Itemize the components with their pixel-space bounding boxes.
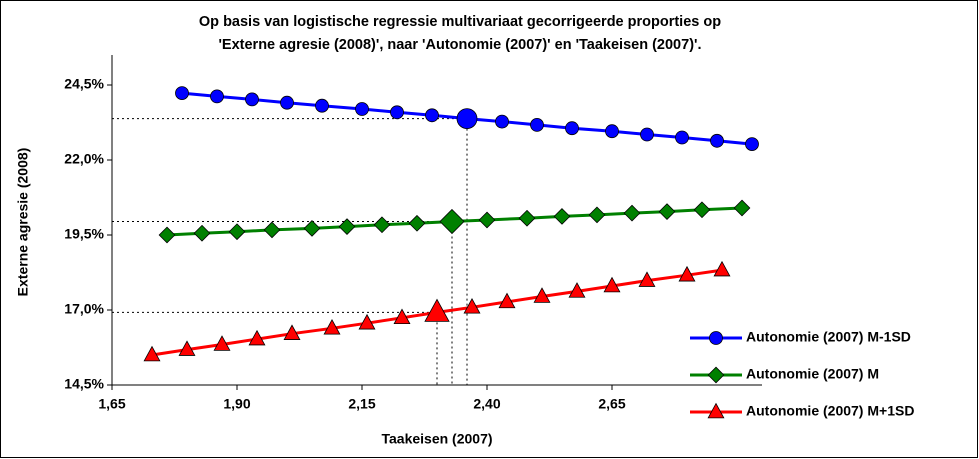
marker bbox=[358, 313, 376, 330]
marker bbox=[745, 137, 759, 152]
marker bbox=[393, 308, 411, 325]
marker bbox=[707, 402, 725, 419]
marker bbox=[568, 282, 586, 298]
marker bbox=[456, 108, 478, 129]
marker bbox=[425, 108, 439, 123]
marker bbox=[193, 224, 211, 242]
x-tick-label: 2,65 bbox=[598, 396, 625, 412]
marker bbox=[638, 271, 656, 287]
marker bbox=[533, 287, 551, 303]
y-tick-label: 19,5% bbox=[64, 226, 104, 242]
y-tick-label: 14,5% bbox=[64, 376, 104, 392]
marker bbox=[315, 98, 329, 113]
marker bbox=[605, 124, 619, 139]
marker bbox=[658, 203, 676, 220]
legend-label: Autonomie (2007) M bbox=[746, 366, 879, 382]
marker bbox=[603, 276, 621, 293]
marker bbox=[478, 211, 496, 229]
marker bbox=[678, 265, 696, 282]
marker bbox=[323, 319, 341, 335]
marker bbox=[178, 340, 196, 356]
marker bbox=[710, 133, 724, 148]
marker bbox=[355, 102, 369, 116]
marker bbox=[530, 118, 544, 132]
marker bbox=[280, 95, 294, 110]
marker bbox=[390, 105, 404, 120]
marker bbox=[588, 206, 606, 224]
marker bbox=[565, 121, 579, 136]
marker bbox=[408, 214, 426, 232]
marker bbox=[518, 209, 536, 227]
y-tick-label: 22,0% bbox=[64, 151, 104, 167]
marker bbox=[733, 199, 751, 217]
marker bbox=[495, 114, 509, 129]
chart-title: 'Externe agresie (2008)', naar 'Autonomi… bbox=[218, 37, 701, 53]
legend-label: Autonomie (2007) M-1SD bbox=[746, 329, 911, 345]
marker bbox=[498, 292, 516, 309]
marker bbox=[373, 216, 391, 234]
marker bbox=[213, 335, 231, 351]
marker bbox=[303, 220, 321, 237]
marker bbox=[245, 92, 259, 107]
x-tick-label: 1,90 bbox=[223, 396, 250, 412]
marker bbox=[713, 260, 731, 277]
marker bbox=[623, 204, 641, 222]
x-tick-label: 1,65 bbox=[98, 396, 125, 412]
marker bbox=[228, 223, 246, 241]
marker bbox=[707, 366, 725, 384]
marker bbox=[709, 331, 723, 345]
marker bbox=[675, 130, 689, 145]
y-tick-label: 24,5% bbox=[64, 76, 104, 92]
y-axis-label: Externe agresie (2008) bbox=[15, 148, 31, 297]
marker bbox=[283, 324, 301, 340]
marker bbox=[463, 298, 481, 314]
x-tick-label: 2,15 bbox=[348, 396, 375, 412]
x-tick-label: 2,40 bbox=[473, 396, 500, 412]
marker bbox=[158, 226, 176, 244]
marker bbox=[263, 221, 281, 239]
legend-label: Autonomie (2007) M+1SD bbox=[746, 403, 914, 419]
chart-title: Op basis van logistische regressie multi… bbox=[199, 14, 721, 30]
marker bbox=[338, 218, 356, 235]
marker bbox=[640, 127, 654, 142]
marker bbox=[248, 329, 266, 346]
y-tick-label: 17,0% bbox=[64, 301, 104, 317]
marker bbox=[210, 89, 224, 104]
marker bbox=[553, 208, 571, 225]
marker bbox=[175, 86, 189, 100]
x-axis-label: Taakeisen (2007) bbox=[381, 431, 492, 447]
marker bbox=[439, 208, 465, 235]
marker bbox=[424, 298, 450, 322]
marker bbox=[693, 201, 711, 219]
marker bbox=[143, 345, 161, 362]
